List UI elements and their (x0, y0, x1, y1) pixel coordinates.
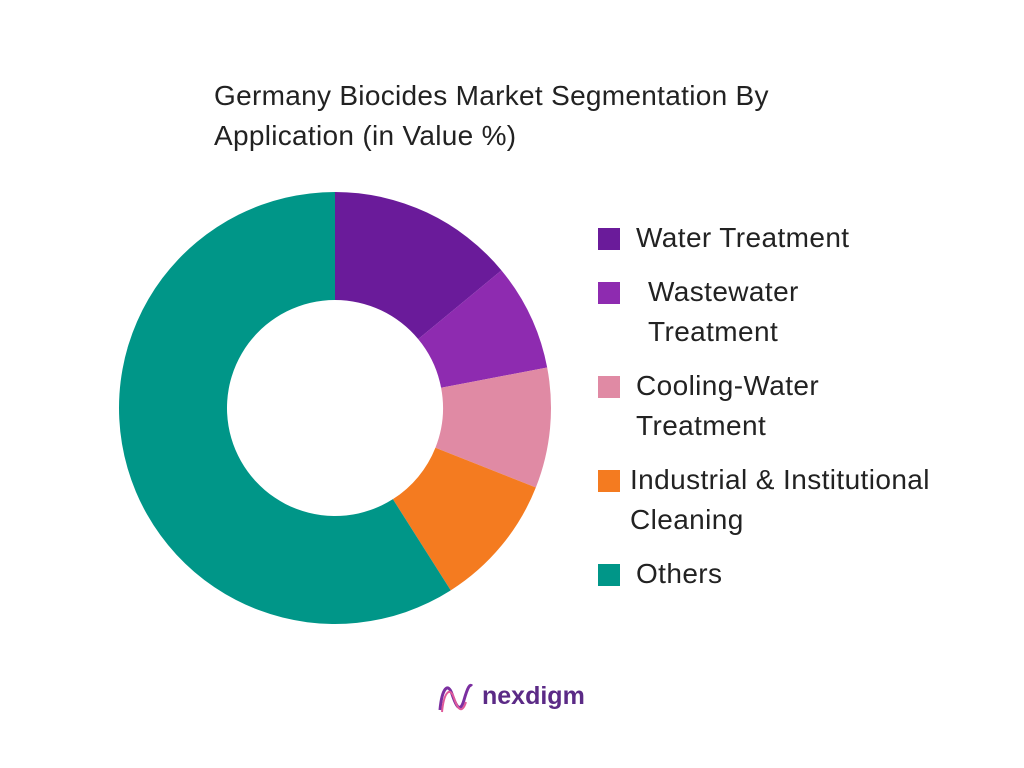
brand-icon (438, 683, 474, 713)
chart-title: Germany Biocides Market Segmentation By … (214, 80, 769, 151)
legend-swatch (598, 470, 620, 492)
donut-slice (118, 191, 451, 624)
legend-item: Wastewater Treatment (598, 272, 1006, 352)
legend-item: Cooling-Water Treatment (598, 366, 1006, 446)
legend-item: Industrial & Institutional Cleaning (598, 460, 1006, 540)
legend-swatch (598, 228, 620, 250)
donut-slice (435, 367, 552, 488)
donut-slice (418, 270, 548, 388)
legend-item: Water Treatment (598, 218, 1006, 258)
legend-label: Industrial & Institutional Cleaning (630, 464, 930, 535)
legend-swatch (598, 564, 620, 586)
brand-name: nexdigm (482, 682, 585, 710)
legend-label: Water Treatment (636, 222, 850, 253)
legend-item: Others (598, 554, 1006, 594)
donut-slice (335, 192, 502, 340)
legend-label: Cooling-Water Treatment (636, 370, 820, 441)
legend-swatch (598, 282, 620, 304)
legend: Water Treatment Wastewater Treatment Cooli… (598, 218, 1006, 594)
legend-label: Others (636, 558, 723, 589)
donut-slice (392, 447, 536, 591)
legend-swatch (598, 376, 620, 398)
legend-label: Wastewater Treatment (648, 276, 799, 347)
